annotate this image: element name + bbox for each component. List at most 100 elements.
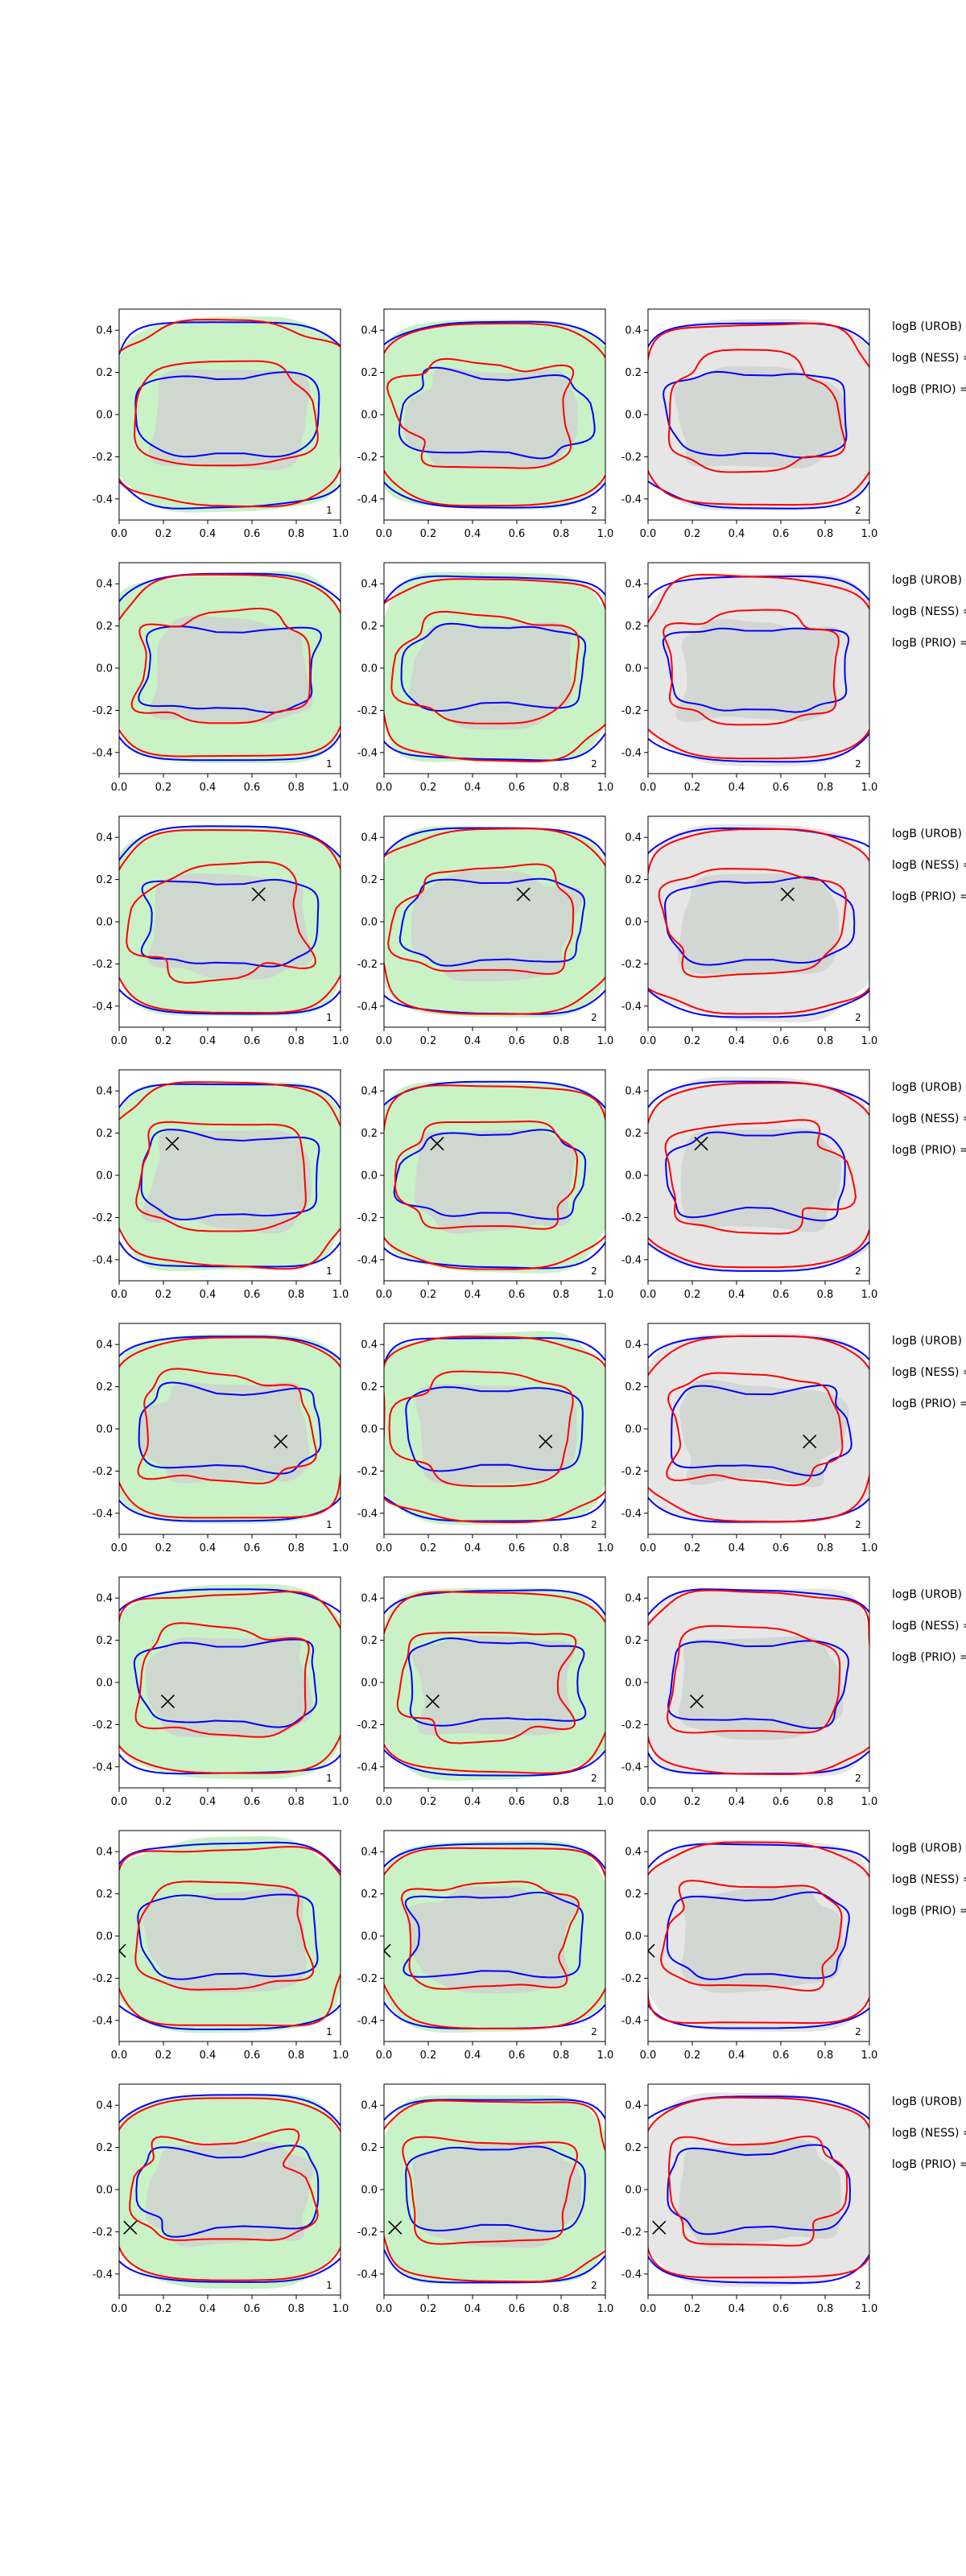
x-tick-label: 0.4 (464, 1035, 481, 1047)
x-tick-label: 0.8 (553, 782, 570, 794)
side-label-2: logB (NESS) = (892, 1113, 966, 1125)
red-contour-inner (388, 1370, 574, 1488)
x-tick-label: 0.0 (111, 1542, 128, 1554)
x-marker-stroke (648, 1943, 655, 1952)
x-tick-label: 0.6 (773, 1542, 790, 1554)
red-contour-outer (648, 573, 869, 760)
y-tick-label: 0.2 (625, 2142, 642, 2154)
x-tick-label: 0.6 (773, 2303, 790, 2315)
y-tick-label: 0.4 (96, 325, 113, 337)
y-tick-label: 0.4 (96, 832, 113, 844)
blue-contour-outer (648, 322, 869, 510)
red-contour-inner (130, 607, 311, 724)
blue-contour-inner (398, 877, 586, 967)
x-tick-label: 1.0 (332, 1289, 349, 1301)
panel-corner-label: 2 (591, 2280, 597, 2291)
panel-plot-area (384, 572, 605, 763)
y-tick-label: -0.2 (621, 1973, 642, 1985)
y-tick-label: -0.4 (357, 1508, 378, 1520)
x-tick-label: 0.0 (111, 1796, 128, 1808)
x-marker-stroke (430, 1137, 444, 1151)
red-contour-inner (126, 861, 316, 985)
y-tick-label: -0.2 (621, 1466, 642, 1478)
x-tick-label: 1.0 (332, 528, 349, 540)
side-label-1: logB (UROB) = (892, 574, 966, 587)
panel-plot-area (384, 1080, 605, 1274)
y-tick-label: -0.4 (357, 493, 378, 506)
y-tick-label: 0.2 (625, 1635, 642, 1647)
x-tick-label: 0.2 (155, 782, 172, 794)
y-tick-label: 0.0 (361, 1931, 378, 1943)
y-tick-label: 0.0 (361, 410, 378, 422)
y-tick-label: 0.0 (625, 1678, 642, 1690)
red-contour-inner (663, 609, 840, 726)
panel-plot-area (384, 2095, 605, 2285)
red-contour-outer (384, 1084, 605, 1270)
red-contour-outer (384, 1847, 605, 2030)
blue-contour-inner (407, 1637, 587, 1727)
x-marker (689, 1695, 704, 1709)
red-contour-outer (648, 1082, 869, 1269)
blue-contour-inner (400, 622, 587, 712)
x-tick-label: 0.4 (200, 2303, 217, 2315)
side-label-1: logB (UROB) = (892, 1842, 966, 1855)
density-region-inner (678, 873, 839, 975)
x-marker-stroke (251, 887, 266, 902)
x-marker-stroke (648, 1950, 655, 1958)
x-tick-label: 0.4 (200, 2050, 217, 2062)
red-contour-outer (384, 2099, 605, 2283)
panel-r7-c1: 0.4 0.2 0.0 -0.2 -0.4 0.0 0.2 0.4 0.6 0.8 1.0 1 (93, 1830, 349, 2062)
density-region-inner (406, 1886, 578, 1993)
y-tick-label: 0.4 (361, 832, 378, 844)
x-tick-label: 0.2 (684, 782, 701, 794)
panel-r6-c3: 0.4 0.2 0.0 -0.2 -0.4 0.0 0.2 0.4 0.6 0.8 1.0 2 (621, 1576, 877, 1808)
x-tick-label: 0.4 (729, 1289, 745, 1301)
red-contour-inner (396, 1631, 577, 1744)
y-tick-label: -0.4 (621, 1761, 642, 1773)
y-tick-label: -0.2 (621, 959, 642, 971)
x-tick-label: 0.0 (111, 782, 128, 794)
x-marker-stroke (165, 1137, 180, 1151)
panel-plot-area (119, 825, 341, 1017)
red-contour-outer (648, 1335, 869, 1523)
panel-corner-label: 2 (855, 1012, 861, 1023)
x-tick-label: 0.4 (729, 1796, 745, 1808)
x-marker (123, 2220, 138, 2235)
y-tick-label: 0.2 (96, 2142, 113, 2154)
red-contour-outer (384, 322, 605, 507)
x-tick-label: 0.8 (553, 528, 570, 540)
blue-contour-inner (405, 1386, 584, 1472)
blue-contour-outer (119, 1588, 341, 1775)
panel-plot-area (384, 320, 605, 510)
side-label-3: logB (PRIO) = (892, 1144, 966, 1157)
x-tick-label: 0.0 (376, 2303, 393, 2315)
y-tick-label: -0.4 (357, 1761, 378, 1773)
y-tick-label: 0.2 (625, 1889, 642, 1901)
x-tick-label: 0.6 (773, 1796, 790, 1808)
side-label-3: logB (PRIO) = (892, 383, 966, 396)
blue-contour-inner (398, 366, 596, 460)
y-tick-label: -0.4 (621, 1254, 642, 1266)
x-tick-label: 0.6 (509, 1796, 526, 1808)
side-label-3: logB (PRIO) = (892, 890, 966, 903)
x-marker (430, 1137, 444, 1151)
x-tick-label: 0.4 (729, 528, 745, 540)
x-tick-label: 0.6 (509, 2050, 526, 2062)
y-tick-label: 0.4 (625, 2100, 642, 2112)
panel-plot-area (119, 1081, 341, 1272)
blue-contour-inner (133, 1638, 318, 1728)
y-tick-label: 0.2 (96, 1889, 113, 1901)
y-tick-label: 0.0 (361, 917, 378, 929)
y-tick-label: -0.2 (93, 705, 113, 717)
x-tick-label: 0.6 (773, 2050, 790, 2062)
x-tick-label: 1.0 (861, 1035, 878, 1047)
y-tick-label: -0.2 (93, 2227, 113, 2239)
x-tick-label: 0.6 (773, 1289, 790, 1301)
side-label-3: logB (PRIO) = (892, 1397, 966, 1410)
panel-r4-c1: 0.4 0.2 0.0 -0.2 -0.4 0.0 0.2 0.4 0.6 0.8 1.01 (93, 1069, 349, 1301)
y-tick-label: -0.4 (93, 2268, 113, 2281)
density-region-inner (679, 1636, 844, 1740)
x-tick-label: 0.0 (111, 1035, 128, 1047)
panel-corner-label: 2 (591, 2026, 597, 2037)
